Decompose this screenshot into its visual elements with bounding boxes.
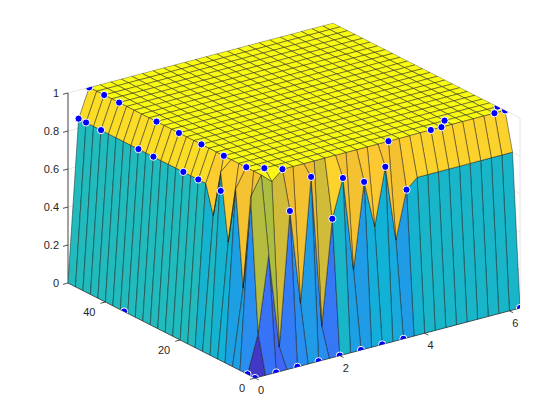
scatter-point [403, 186, 410, 193]
surface-cell [325, 155, 343, 219]
tick-label: 0.8 [44, 125, 59, 137]
tick-label: 0 [239, 382, 245, 394]
tick-label: 2 [343, 362, 349, 374]
tick-mark [255, 378, 259, 380]
scatter-point [75, 115, 82, 122]
scatter-point [438, 124, 445, 131]
tick-mark [340, 356, 344, 358]
tick-label: 20 [158, 344, 170, 356]
tick-label: 40 [83, 306, 95, 318]
scatter-point [273, 369, 280, 376]
scatter-point [101, 91, 108, 98]
scatter-point [315, 358, 322, 365]
scatter-point [116, 99, 123, 106]
scatter-point [382, 163, 389, 170]
grid-line [68, 23, 333, 93]
axis-line [68, 93, 69, 283]
scatter-point [516, 304, 523, 311]
tick-label: 0.6 [44, 163, 59, 175]
scatter-point [180, 168, 187, 175]
scatter-point [308, 173, 315, 180]
scatter-point [501, 107, 508, 114]
tick-label: 0.4 [44, 201, 59, 213]
tick-label: 6 [512, 317, 518, 329]
scatter-point [244, 371, 251, 378]
plot-area [68, 23, 524, 382]
scatter-point [361, 178, 368, 185]
scatter-point [135, 146, 142, 153]
background [0, 0, 560, 420]
scatter-point [153, 118, 160, 125]
grid-line [68, 93, 69, 283]
scatter-point [150, 153, 157, 160]
tick-label: 1 [53, 87, 59, 99]
surface [68, 23, 520, 378]
scatter-point [294, 363, 301, 370]
surface-cell [243, 171, 261, 288]
scatter-point [220, 152, 227, 159]
scatter-point [195, 176, 202, 183]
grid [68, 23, 520, 378]
scatter-point [82, 119, 89, 126]
tick-mark [425, 333, 429, 335]
scatter-point [175, 129, 182, 136]
surface-cell [251, 175, 269, 334]
tick-mark [63, 283, 68, 284]
scatter-point [400, 335, 407, 342]
tick-label: 0 [53, 277, 59, 289]
scatter-point [494, 103, 501, 110]
tick-mark [175, 340, 180, 341]
tick-label: 4 [428, 339, 434, 351]
scatter-point [279, 166, 286, 173]
tick-mark [63, 131, 68, 132]
scatter-point [286, 207, 293, 214]
tick-mark [63, 169, 68, 170]
scatter-point [379, 341, 386, 348]
scatter-point [261, 165, 268, 172]
grid-line [333, 23, 520, 118]
tick-mark [63, 207, 68, 208]
tick-mark [100, 302, 105, 303]
tick-mark [63, 93, 68, 94]
axes: 0 2 4 6 0 20 40 0 0.2 0.4 0.6 0.8 1 [44, 87, 520, 396]
chart: 0 2 4 6 0 20 40 0 0.2 0.4 0.6 0.8 1 [0, 0, 560, 420]
scatter-point [339, 174, 346, 181]
tick-label: 0.2 [44, 239, 59, 251]
scatter-point [97, 127, 104, 134]
scatter-series [75, 84, 524, 382]
scatter-point [491, 110, 498, 117]
tick-mark [250, 378, 255, 379]
scatter-point [427, 126, 434, 133]
scatter-point [329, 215, 336, 222]
scatter-point [243, 164, 250, 171]
scatter-point [441, 117, 448, 124]
scatter-point [336, 352, 343, 359]
grid-line [520, 118, 521, 308]
scatter-point [251, 374, 258, 381]
scatter-point [198, 141, 205, 148]
scatter-point [385, 138, 392, 145]
scatter-point [121, 308, 128, 315]
scatter-point [86, 84, 93, 91]
tick-mark [509, 311, 513, 313]
tick-label: 0 [258, 384, 264, 396]
scatter-point [217, 187, 224, 194]
scatter-point [357, 346, 364, 353]
tick-mark [63, 245, 68, 246]
